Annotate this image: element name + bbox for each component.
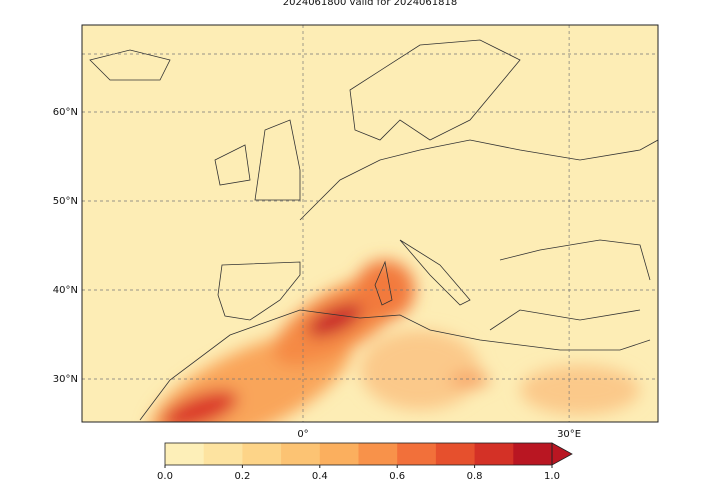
colorbar-frame: [164, 442, 553, 466]
lon-label: 30°E: [557, 429, 581, 440]
title: 2024061800 valid for 2024061818: [283, 0, 457, 8]
colorbar-tick-label: 0.8: [467, 471, 483, 481]
colorbar-segment: [435, 443, 476, 465]
lon-label: 0°: [297, 429, 308, 440]
colorbar-tick-label: 0.0: [157, 471, 173, 481]
lat-label: 30°N: [53, 374, 78, 385]
lat-label: 50°N: [53, 196, 78, 207]
colorbar-segment: [281, 443, 321, 465]
lat-label: 60°N: [53, 107, 78, 118]
colorbar-segment: [242, 443, 282, 465]
colorbar-segment: [513, 443, 553, 465]
colorbar-segment: [165, 443, 205, 465]
colorbar-segment: [203, 443, 243, 465]
lat-label: 40°N: [53, 285, 78, 296]
colorbar-segment: [474, 443, 514, 465]
colorbar-tick-label: 0.6: [389, 471, 405, 481]
colorbar-segment: [319, 443, 359, 465]
colorbar-tick-label: 0.4: [312, 471, 328, 481]
graticule: 60°N 50°N 40°N 30°N 0° 30°E: [53, 25, 658, 440]
colorbar-tick-label: 0.2: [234, 471, 250, 481]
colorbar: 0.0 0.2 0.4 0.6 0.8 1.0: [157, 442, 573, 482]
colorbar-tick-label: 1.0: [544, 471, 560, 481]
colorbar-segment: [397, 443, 437, 465]
map: [82, 25, 658, 422]
map-frame: [81, 24, 659, 423]
colorbar-segment: [358, 443, 398, 465]
colorbar-extend: [551, 442, 573, 466]
